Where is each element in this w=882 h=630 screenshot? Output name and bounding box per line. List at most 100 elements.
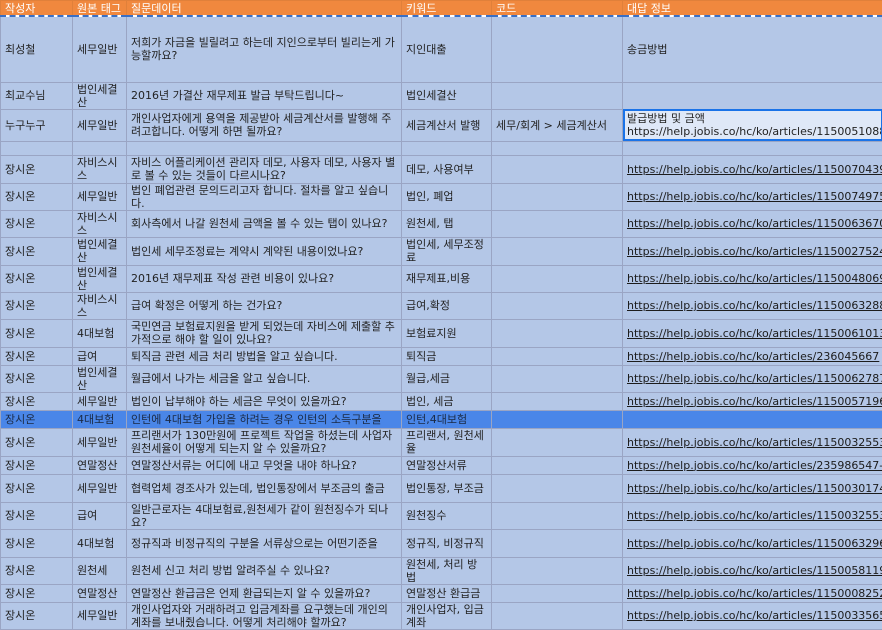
cell-author[interactable]: 장시온: [1, 155, 73, 183]
cell-tag[interactable]: 법인세결산: [73, 265, 127, 292]
cell-keyword[interactable]: 개인사업자, 입금계좌: [402, 602, 492, 629]
cell-answer[interactable]: https://help.jobis.co/hc/ko/articles/115…: [623, 428, 882, 456]
cell-code[interactable]: [492, 141, 623, 155]
cell-code[interactable]: [492, 529, 623, 557]
cell-tag[interactable]: 세무일반: [73, 109, 127, 141]
cell-keyword[interactable]: 법인세결산: [402, 82, 492, 109]
cell-code[interactable]: [492, 584, 623, 602]
cell-answer[interactable]: https://help.jobis.co/hc/ko/articles/236…: [623, 347, 882, 365]
cell-author[interactable]: 장시온: [1, 529, 73, 557]
cell-answer[interactable]: [623, 82, 882, 109]
cell-tag[interactable]: 원천세: [73, 557, 127, 584]
cell-author[interactable]: 장시온: [1, 319, 73, 347]
cell-author[interactable]: [1, 141, 73, 155]
cell-keyword[interactable]: 연말정산서류: [402, 456, 492, 474]
cell-question[interactable]: 연말정산서류는 어디에 내고 무엇을 내야 하나요?: [127, 456, 402, 474]
cell-question[interactable]: 법인이 납부해야 하는 세금은 무엇이 있을까요?: [127, 392, 402, 410]
cell-question[interactable]: 연말정산 환급금은 언제 환급되는지 알 수 있을까요?: [127, 584, 402, 602]
cell-keyword[interactable]: 연말정산 환급금: [402, 584, 492, 602]
cell-author[interactable]: 장시온: [1, 602, 73, 629]
cell-answer[interactable]: https://help.jobis.co/hc/ko/articles/115…: [623, 502, 882, 529]
cell-tag[interactable]: 연말정산: [73, 584, 127, 602]
cell-author[interactable]: 장시온: [1, 392, 73, 410]
cell-answer[interactable]: https://help.jobis.co/hc/ko/articles/115…: [623, 365, 882, 392]
cell-code[interactable]: [492, 557, 623, 584]
cell-keyword[interactable]: 데모, 사용여부: [402, 155, 492, 183]
cell-code[interactable]: [492, 392, 623, 410]
cell-tag[interactable]: 법인세결산: [73, 237, 127, 265]
cell-keyword[interactable]: 월급,세금: [402, 365, 492, 392]
cell-tag[interactable]: 급여: [73, 347, 127, 365]
cell-answer[interactable]: https://help.jobis.co/hc/ko/articles/115…: [623, 265, 882, 292]
cell-question[interactable]: [127, 141, 402, 155]
cell-tag[interactable]: 4대보험: [73, 529, 127, 557]
cell-answer[interactable]: https://help.jobis.co/hc/ko/articles/115…: [623, 474, 882, 502]
cell-keyword[interactable]: 법인세, 세무조정료: [402, 237, 492, 265]
cell-tag[interactable]: 자비스시스: [73, 155, 127, 183]
cell-keyword[interactable]: 법인통장, 부조금: [402, 474, 492, 502]
cell-code[interactable]: [492, 474, 623, 502]
cell-answer[interactable]: https://help.jobis.co/hc/ko/articles/115…: [623, 319, 882, 347]
cell-author[interactable]: 장시온: [1, 428, 73, 456]
cell-question[interactable]: 2016년 재무제표 작성 관련 비용이 있나요?: [127, 265, 402, 292]
cell-tag[interactable]: 4대보험: [73, 319, 127, 347]
cell-answer[interactable]: https://help.jobis.co/hc/ko/articles/115…: [623, 155, 882, 183]
cell-keyword[interactable]: 보험료지원: [402, 319, 492, 347]
cell-author[interactable]: 장시온: [1, 410, 73, 428]
cell-answer[interactable]: https://help.jobis.co/hc/ko/articles/235…: [623, 456, 882, 474]
cell-code[interactable]: [492, 602, 623, 629]
cell-answer[interactable]: [623, 410, 882, 428]
cell-tag[interactable]: 자비스시스: [73, 292, 127, 319]
header-keyword[interactable]: 키워드: [402, 1, 492, 17]
table-row[interactable]: [1, 141, 882, 155]
cell-code[interactable]: [492, 347, 623, 365]
cell-keyword[interactable]: 정규직, 비정규직: [402, 529, 492, 557]
cell-question[interactable]: 월급에서 나가는 세금을 알고 싶습니다.: [127, 365, 402, 392]
cell-question[interactable]: 2016년 가결산 재무제표 발급 부탁드립니다~: [127, 82, 402, 109]
cell-question[interactable]: 자비스 어플리케이션 관리자 데모, 사용자 데모, 사용자 별로 볼 수 있는…: [127, 155, 402, 183]
cell-keyword[interactable]: 법인, 폐업: [402, 183, 492, 210]
cell-answer[interactable]: https://help.jobis.co/hc/ko/articles/115…: [623, 602, 882, 629]
cell-keyword[interactable]: 세금계산서 발행: [402, 109, 492, 141]
cell-question[interactable]: 정규직과 비정규직의 구분을 서류상으로는 어떤기준을: [127, 529, 402, 557]
header-tag[interactable]: 원본 태그: [73, 1, 127, 17]
cell-code[interactable]: [492, 319, 623, 347]
cell-author[interactable]: 장시온: [1, 584, 73, 602]
cell-answer[interactable]: https://help.jobis.co/hc/ko/articles/115…: [623, 584, 882, 602]
cell-tag[interactable]: 법인세결산: [73, 365, 127, 392]
cell-question[interactable]: 퇴직금 관련 세금 처리 방법을 알고 싶습니다.: [127, 347, 402, 365]
cell-keyword[interactable]: [402, 141, 492, 155]
header-question[interactable]: 질문데이터: [127, 1, 402, 17]
cell-code[interactable]: [492, 265, 623, 292]
cell-keyword[interactable]: 원천징수: [402, 502, 492, 529]
cell-answer[interactable]: https://help.jobis.co/hc/ko/articles/115…: [623, 557, 882, 584]
cell-code[interactable]: [492, 456, 623, 474]
cell-code[interactable]: 세무/회계 > 세금계산서: [492, 109, 623, 141]
cell-keyword[interactable]: 재무제표,비용: [402, 265, 492, 292]
cell-code[interactable]: [492, 82, 623, 109]
cell-author[interactable]: 장시온: [1, 365, 73, 392]
cell-answer[interactable]: https://help.jobis.co/hc/ko/articles/115…: [623, 237, 882, 265]
cell-answer[interactable]: https://help.jobis.co/hc/ko/articles/115…: [623, 529, 882, 557]
cell-question[interactable]: 원천세 신고 처리 방법 알려주실 수 있나요?: [127, 557, 402, 584]
cell-tag[interactable]: 세무일반: [73, 392, 127, 410]
cell-author[interactable]: 장시온: [1, 210, 73, 237]
cell-question[interactable]: 개인사업자와 거래하려고 입금계좌를 요구했는데 개인의 계좌를 보내줬습니다.…: [127, 602, 402, 629]
cell-code[interactable]: [492, 16, 623, 82]
cell-answer[interactable]: https://help.jobis.co/hc/ko/articles/115…: [623, 210, 882, 237]
cell-question[interactable]: 프리랜서가 130만원에 프로젝트 작업을 하셨는데 사업자 원천세율이 어떻게…: [127, 428, 402, 456]
cell-keyword[interactable]: 인턴,4대보험: [402, 410, 492, 428]
cell-question[interactable]: 법인 폐업관련 문의드리고자 합니다. 절차를 알고 싶습니다.: [127, 183, 402, 210]
cell-author[interactable]: 누구누구: [1, 109, 73, 141]
header-answer[interactable]: 대답 정보: [623, 1, 882, 17]
cell-tag[interactable]: 법인세결산: [73, 82, 127, 109]
cell-author[interactable]: 장시온: [1, 292, 73, 319]
